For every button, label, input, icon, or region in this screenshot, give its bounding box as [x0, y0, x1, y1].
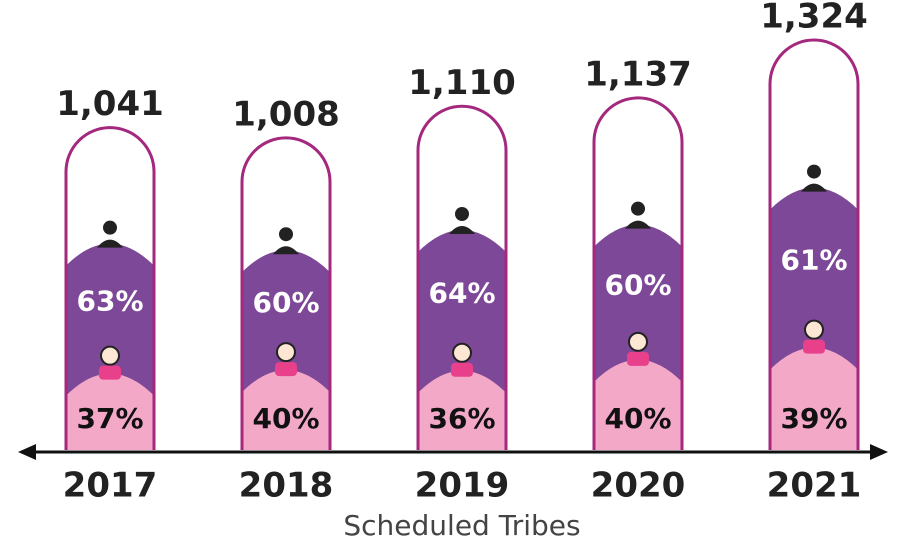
capsule: [242, 250, 330, 450]
total-label: 1,041: [56, 84, 164, 124]
girl-icon: [628, 331, 648, 352]
x-tick-label: 2020: [591, 466, 686, 506]
girl-icon: [803, 339, 825, 354]
woman-icon: [807, 164, 821, 179]
value-label: 36%: [428, 402, 495, 435]
capsule: [770, 187, 858, 450]
girl-icon: [99, 365, 121, 380]
x-tick-label: 2017: [63, 466, 158, 506]
girl-icon: [100, 345, 120, 366]
value-label: 61%: [780, 244, 847, 277]
girl-icon: [275, 362, 297, 377]
total-label: 1,008: [232, 94, 340, 134]
value-label: 63%: [76, 285, 143, 318]
value-label: 40%: [604, 402, 671, 435]
total-label: 1,324: [760, 0, 868, 37]
x-axis-label: Scheduled Tribes: [343, 509, 580, 542]
woman-icon: [631, 201, 645, 216]
woman-icon: [273, 246, 299, 255]
woman-icon: [455, 207, 469, 222]
woman-icon: [449, 226, 475, 235]
bar-segment: [418, 230, 506, 393]
x-tick-label: 2021: [767, 466, 862, 506]
girl-icon: [452, 342, 472, 363]
capsule: [66, 243, 154, 450]
x-tick-label: 2018: [239, 466, 334, 506]
woman-icon: [103, 220, 117, 235]
value-label: 40%: [252, 402, 319, 435]
capsule: [418, 230, 506, 450]
capsule-outline: [768, 38, 860, 450]
capsule-outline: [240, 136, 332, 450]
bar-segment: [594, 224, 682, 382]
girl-icon: [276, 342, 296, 363]
capsule-outline: [592, 96, 684, 450]
girl-icon: [804, 319, 824, 340]
bar-segment: [242, 370, 330, 450]
capsule: [594, 224, 682, 450]
value-label: 60%: [252, 286, 319, 319]
bar-segment: [242, 250, 330, 393]
bar-segment: [594, 359, 682, 450]
value-label: 60%: [604, 268, 671, 301]
value-label: 39%: [780, 402, 847, 435]
value-label: 37%: [76, 402, 143, 435]
bar-segment: [66, 373, 154, 450]
woman-icon: [625, 220, 651, 229]
x-axis: [18, 444, 888, 460]
girl-icon: [627, 351, 649, 366]
value-label: 64%: [428, 276, 495, 309]
total-label: 1,137: [584, 54, 692, 94]
bar-segment: [418, 370, 506, 450]
girl-icon: [451, 362, 473, 377]
capsule-outline: [64, 126, 156, 450]
woman-icon: [279, 227, 293, 242]
axis-arrow: [870, 444, 888, 460]
total-label: 1,110: [408, 63, 516, 103]
woman-icon: [801, 183, 827, 192]
bar-segment: [770, 187, 858, 370]
x-tick-label: 2019: [415, 466, 510, 506]
capsule-outline: [416, 104, 508, 450]
woman-icon: [97, 239, 123, 248]
axis-arrow: [18, 444, 36, 460]
bar-segment: [770, 347, 858, 450]
bar-segment: [66, 243, 154, 396]
